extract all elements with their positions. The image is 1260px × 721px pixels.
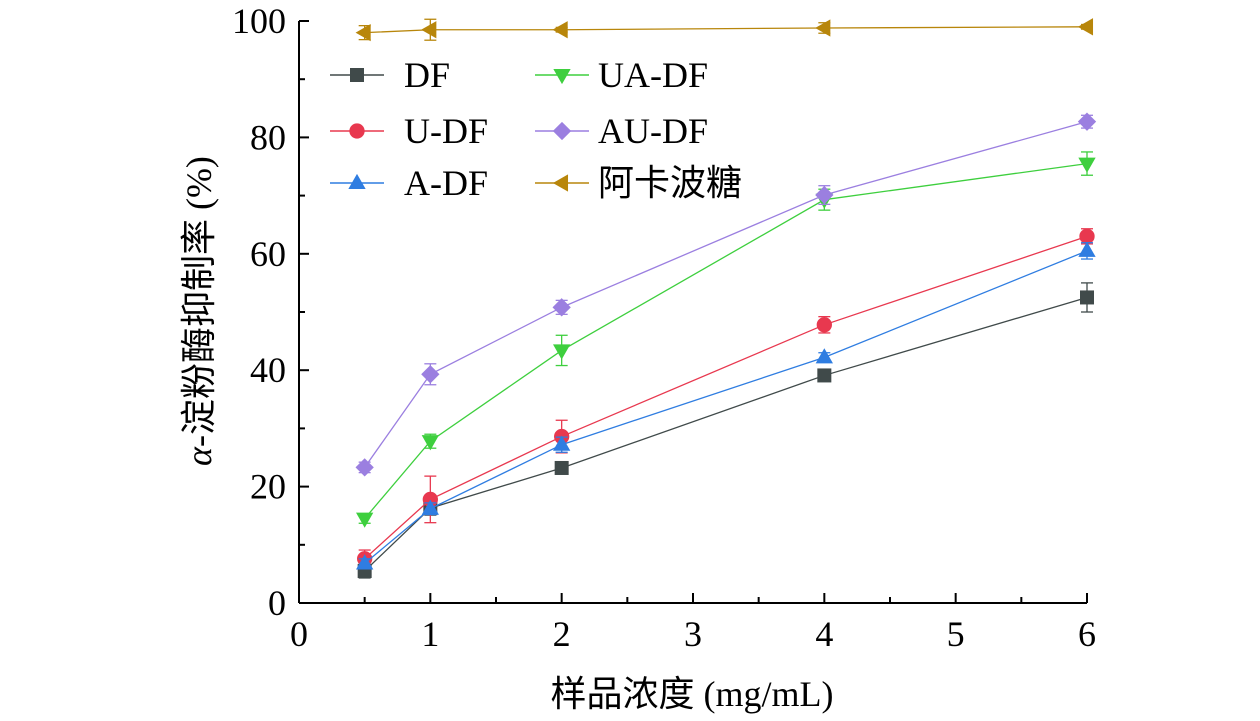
y-tick-label: 100 xyxy=(232,1,286,41)
y-axis-title-text: -淀粉酶抑制率 (%) xyxy=(179,156,219,447)
x-tick-label: 2 xyxy=(553,614,571,654)
x-tick-label: 0 xyxy=(290,614,308,654)
x-tick-label: 5 xyxy=(947,614,965,654)
series-line xyxy=(364,250,1088,564)
data-point xyxy=(356,512,374,528)
legend-label: AU-DF xyxy=(598,111,708,151)
data-point xyxy=(1077,18,1094,36)
legend-item: 阿卡波糖 xyxy=(535,163,742,203)
legend-label: UA-DF xyxy=(598,55,708,95)
legend-label: A-DF xyxy=(404,163,488,203)
data-point xyxy=(552,21,568,39)
data-point xyxy=(553,344,571,360)
data-point xyxy=(1078,241,1096,257)
data-point xyxy=(1077,112,1097,131)
y-tick-label: 60 xyxy=(250,234,286,274)
data-point xyxy=(355,23,371,42)
y-tick-label: 0 xyxy=(268,583,286,623)
data-point xyxy=(553,435,571,451)
data-point xyxy=(421,365,440,384)
data-point xyxy=(1078,157,1096,173)
series-A-DF xyxy=(356,241,1096,570)
y-axis-title: α-淀粉酶抑制率 (%) xyxy=(179,156,219,466)
x-tick-label: 4 xyxy=(815,614,833,654)
series-UA-DF xyxy=(356,151,1096,528)
x-axis-title: 样品浓度 (mg/mL) xyxy=(551,674,834,714)
legend-marker xyxy=(552,121,572,141)
data-point xyxy=(1080,290,1094,305)
data-point xyxy=(554,460,569,475)
legend-item: DF xyxy=(330,55,450,95)
legend-marker xyxy=(552,174,569,192)
series-U-DF xyxy=(357,228,1095,569)
legend-marker xyxy=(553,68,571,85)
series-line xyxy=(364,296,1088,572)
legend-item: U-DF xyxy=(330,111,488,151)
series-AU-DF xyxy=(355,112,1097,477)
x-tick-label: 6 xyxy=(1078,614,1096,654)
series-DF xyxy=(357,282,1094,579)
y-tick-label: 80 xyxy=(250,117,286,157)
series-line xyxy=(364,162,1088,520)
data-point xyxy=(815,185,834,205)
data-point xyxy=(815,19,831,37)
data-point xyxy=(815,348,833,364)
data-point xyxy=(421,435,439,451)
y-tick-label: 20 xyxy=(250,467,286,507)
legend-label: DF xyxy=(404,55,450,95)
data-point xyxy=(1079,228,1095,244)
data-point xyxy=(355,458,374,477)
legend-label: U-DF xyxy=(404,111,488,151)
series-line xyxy=(364,26,1088,34)
legend-marker xyxy=(349,123,365,139)
legend-item: A-DF xyxy=(330,163,488,203)
legend-marker xyxy=(348,173,366,190)
y-axis-title-greek: α xyxy=(179,446,219,466)
legend: DF U-DF A-DF UA-DF AU-DF 阿卡波糖 xyxy=(330,55,742,203)
legend-marker xyxy=(350,68,364,82)
series-line xyxy=(364,235,1088,560)
legend-item: UA-DF xyxy=(535,55,708,95)
legend-label: 阿卡波糖 xyxy=(598,163,742,203)
data-point xyxy=(421,499,439,515)
series-layer xyxy=(355,18,1097,579)
data-point xyxy=(816,317,832,333)
y-tick-label: 40 xyxy=(250,350,286,390)
data-point xyxy=(817,368,832,383)
x-tick-label: 3 xyxy=(684,614,702,654)
series-阿卡波糖 xyxy=(355,18,1094,42)
x-tick-label: 1 xyxy=(421,614,439,654)
legend-item: AU-DF xyxy=(535,111,708,151)
data-point xyxy=(356,554,374,570)
data-point xyxy=(552,298,571,317)
data-point xyxy=(421,21,437,39)
